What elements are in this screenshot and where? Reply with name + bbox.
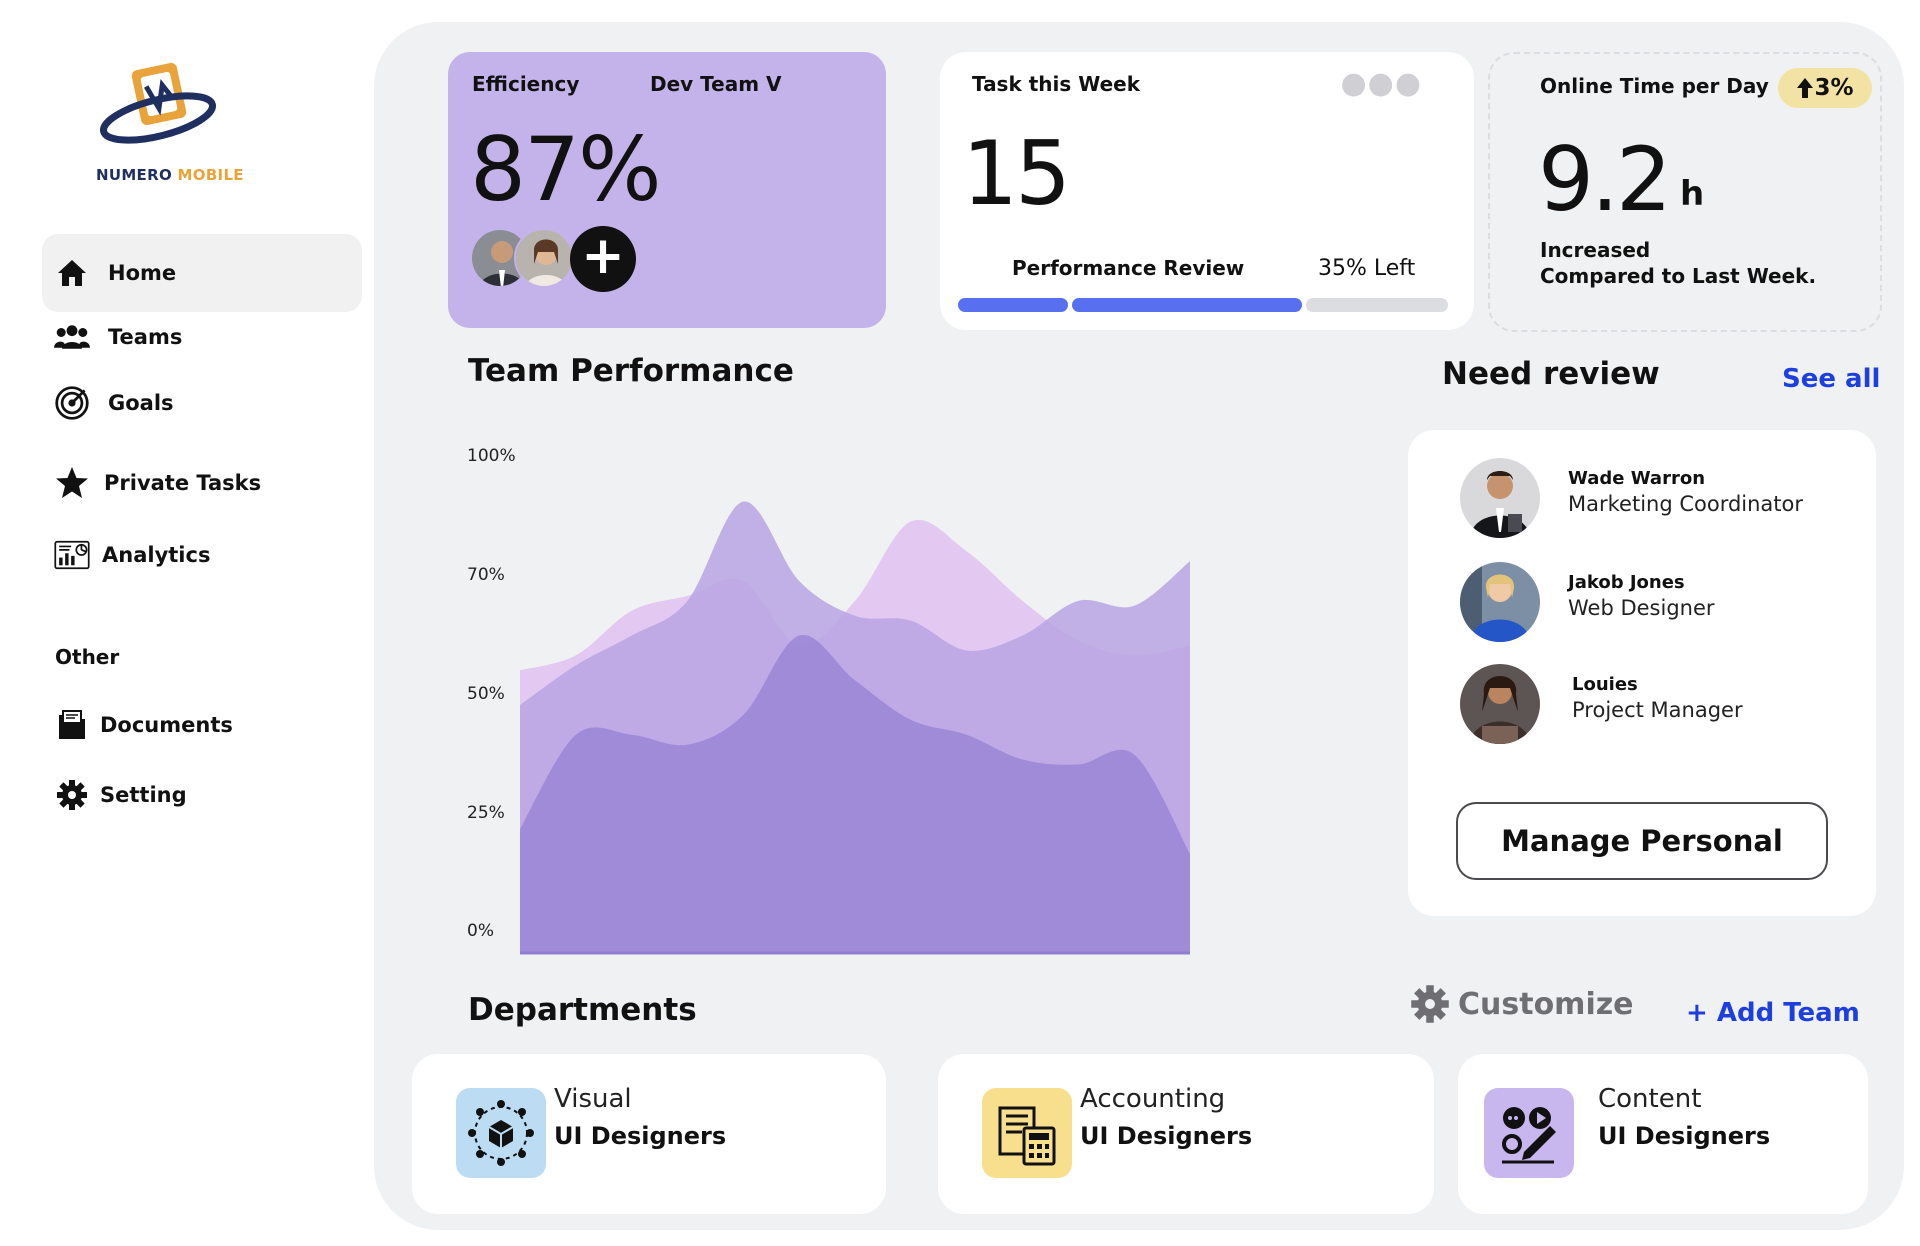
person-name: Wade Warron xyxy=(1568,468,1706,489)
home-icon xyxy=(54,255,90,291)
person-role: Project Manager xyxy=(1572,698,1743,722)
avatar xyxy=(514,228,574,288)
need-review-title: Need review xyxy=(1442,356,1660,392)
sidebar-item-teams[interactable]: Teams xyxy=(42,308,182,366)
brand-name-part2: MOBILE xyxy=(177,166,244,184)
sidebar-item-label: Home xyxy=(108,261,177,285)
person-name: Jakob Jones xyxy=(1568,572,1685,593)
review-person[interactable]: Jakob Jones Web Designer xyxy=(1460,562,1870,644)
team-performance-chart xyxy=(520,501,1190,955)
team-select[interactable]: Dev Team V xyxy=(650,72,782,96)
department-sub: UI Designers xyxy=(1598,1122,1771,1150)
review-card: Wade Warron Marketing Coordinator Jakob … xyxy=(1408,430,1876,916)
online-time-label: Online Time per Day xyxy=(1540,74,1769,98)
customize-label: Customize xyxy=(1458,986,1634,1022)
more-options-icon[interactable]: ●●● xyxy=(1340,66,1422,101)
progress-remaining xyxy=(1306,298,1448,312)
content-edit-icon xyxy=(1484,1088,1574,1178)
manage-personal-button[interactable]: Manage Personal xyxy=(1456,802,1828,880)
progress-segment xyxy=(1072,298,1302,312)
department-card-content[interactable]: Content UI Designers xyxy=(1458,1054,1868,1214)
y-tick-label: 100% xyxy=(467,446,516,466)
online-time-unit: h xyxy=(1680,174,1705,214)
sidebar-item-home[interactable]: Home xyxy=(42,234,362,312)
department-sub: UI Designers xyxy=(1080,1122,1253,1150)
y-tick-label: 25% xyxy=(467,803,505,823)
logo-mark-icon xyxy=(100,62,217,144)
avatar-group: + xyxy=(470,226,650,294)
analytics-icon xyxy=(54,537,90,573)
person-role: Marketing Coordinator xyxy=(1568,492,1804,516)
brand-name: NUMERO MOBILE xyxy=(96,166,244,184)
sidebar-section-other: Other xyxy=(55,645,120,669)
users-icon xyxy=(54,319,90,355)
online-time-sub1: Increased xyxy=(1540,238,1651,262)
add-member-button[interactable]: + xyxy=(570,226,636,292)
online-time-value: 9.2 xyxy=(1538,128,1672,231)
department-card-accounting[interactable]: Accounting UI Designers xyxy=(938,1054,1434,1214)
person-role: Web Designer xyxy=(1568,596,1715,620)
y-tick-label: 70% xyxy=(467,565,505,585)
sidebar-item-private-tasks[interactable]: Private Tasks xyxy=(42,454,261,512)
online-time-card: Online Time per Day 3% 9.2 h Increased C… xyxy=(1488,52,1882,332)
arrow-up-icon xyxy=(1797,78,1814,98)
sidebar-item-label: Private Tasks xyxy=(104,471,262,495)
target-icon xyxy=(54,385,90,421)
star-icon xyxy=(54,465,90,501)
team-performance-title: Team Performance xyxy=(468,353,794,389)
sidebar-item-goals[interactable]: Goals xyxy=(42,374,174,432)
sidebar-item-label: Documents xyxy=(100,713,233,737)
sidebar-item-analytics[interactable]: Analytics xyxy=(42,526,210,584)
performance-review-label: Performance Review xyxy=(1012,256,1245,280)
department-name: Content xyxy=(1598,1084,1702,1114)
y-tick-label: 0% xyxy=(467,921,494,941)
trend-badge-value: 3% xyxy=(1814,75,1854,101)
add-team-link[interactable]: + Add Team xyxy=(1686,998,1860,1028)
calculator-icon xyxy=(982,1088,1072,1178)
trend-badge: 3% xyxy=(1778,68,1872,108)
review-person[interactable]: Wade Warron Marketing Coordinator xyxy=(1460,458,1870,540)
sidebar-item-label: Analytics xyxy=(102,543,211,567)
customize-button[interactable]: Customize xyxy=(1410,984,1634,1024)
brand-logo: NUMERO MOBILE xyxy=(90,58,244,188)
y-tick-label: 50% xyxy=(467,684,505,704)
online-time-sub2: Compared to Last Week. xyxy=(1540,264,1817,288)
avatar xyxy=(1460,458,1540,538)
sidebar-item-label: Setting xyxy=(100,783,187,807)
see-all-link[interactable]: See all xyxy=(1782,364,1881,394)
cube-network-icon xyxy=(456,1088,546,1178)
progress-segment xyxy=(958,298,1068,312)
sidebar-item-documents[interactable]: Documents xyxy=(42,696,233,754)
documents-icon xyxy=(54,707,90,743)
sidebar-item-label: Teams xyxy=(108,325,183,349)
sidebar-item-label: Goals xyxy=(108,391,174,415)
efficiency-label: Efficiency xyxy=(472,72,580,96)
progress-left-label: 35% Left xyxy=(1318,256,1416,281)
department-sub: UI Designers xyxy=(554,1122,727,1150)
department-name: Accounting xyxy=(1080,1084,1226,1114)
person-name: Louies xyxy=(1572,674,1638,695)
tasks-value: 15 xyxy=(962,122,1071,225)
tasks-label: Task this Week xyxy=(972,72,1141,96)
department-card-visual[interactable]: Visual UI Designers xyxy=(412,1054,886,1214)
sidebar-item-setting[interactable]: Setting xyxy=(42,766,187,824)
tasks-card: Task this Week ●●● 15 Performance Review… xyxy=(940,52,1474,330)
review-person[interactable]: Louies Project Manager xyxy=(1460,664,1870,746)
efficiency-value: 87% xyxy=(470,118,662,221)
gear-icon xyxy=(54,777,90,813)
avatar xyxy=(1460,562,1540,642)
efficiency-card: Efficiency Dev Team V 87% + xyxy=(448,52,886,328)
gear-icon xyxy=(1410,984,1450,1024)
area-series-3 xyxy=(520,634,1190,953)
avatar xyxy=(1460,664,1540,744)
departments-title: Departments xyxy=(468,992,697,1028)
brand-name-part1: NUMERO xyxy=(96,166,173,184)
department-name: Visual xyxy=(554,1084,632,1114)
